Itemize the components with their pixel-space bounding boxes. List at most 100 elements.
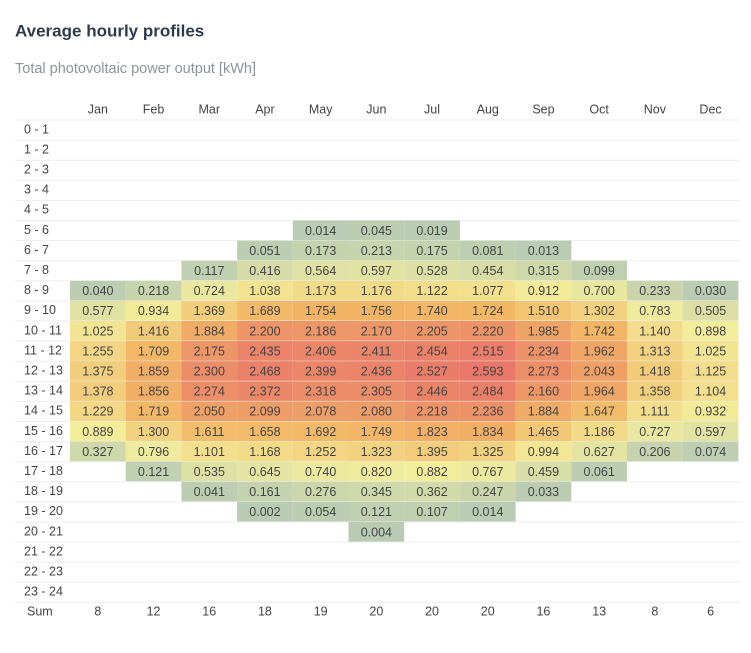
heat-cell: [348, 461, 405, 482]
cell-label: 0.934: [138, 304, 169, 318]
cell-label: 0.175: [416, 244, 447, 258]
cell-label: 0.014: [472, 505, 503, 519]
column-label: Sep: [532, 102, 554, 116]
cell-label: 2.372: [249, 385, 280, 399]
cell-label: 0.416: [249, 264, 280, 278]
cell-label: 0.700: [584, 284, 615, 298]
cell-label: 0.597: [695, 425, 726, 439]
cell-label: 1.884: [194, 324, 225, 338]
heat-cell: [292, 381, 349, 402]
heat-cell: [237, 461, 293, 482]
cell-label: 2.078: [305, 405, 336, 419]
heat-cell: [348, 501, 405, 522]
heat-cell: [70, 341, 126, 362]
heat-cell: [292, 421, 349, 442]
row-label: 15 - 16: [24, 424, 63, 438]
cell-label: 1.754: [305, 304, 336, 318]
heat-cell: [459, 260, 516, 281]
heat-cell: [571, 441, 627, 462]
heat-cell: [348, 300, 405, 321]
heat-cell: [292, 501, 349, 522]
sum-value: 16: [202, 605, 216, 619]
heat-cell: [292, 321, 349, 342]
cell-label: 0.740: [305, 465, 336, 479]
heat-cell: [292, 341, 349, 362]
heat-cell: [459, 421, 516, 442]
cell-label: 0.889: [82, 425, 113, 439]
cell-label: 0.206: [639, 445, 670, 459]
heat-cell: [459, 361, 516, 382]
cell-label: 2.406: [305, 344, 336, 358]
sum-value: 19: [314, 605, 328, 619]
cell-label: 1.834: [472, 425, 503, 439]
sum-value: 12: [147, 605, 161, 619]
cell-label: 1.724: [472, 304, 503, 318]
cell-label: 1.140: [639, 324, 670, 338]
row-label: 11 - 12: [24, 343, 62, 357]
cell-label: 0.783: [639, 304, 670, 318]
cell-label: 0.014: [305, 224, 336, 238]
cell-label: 1.125: [695, 365, 726, 379]
heat-cell: [237, 240, 293, 261]
sum-value: 18: [258, 605, 272, 619]
heat-cell: [125, 421, 182, 442]
sum-value: 16: [536, 605, 550, 619]
sum-value: 20: [481, 605, 495, 619]
heat-cell: [292, 280, 349, 301]
heat-cell: [571, 401, 627, 422]
heat-cell: [348, 522, 405, 543]
cell-label: 0.099: [584, 264, 615, 278]
cell-label: 2.484: [472, 385, 503, 399]
column-label: Jul: [424, 102, 440, 116]
cell-label: 1.510: [528, 304, 559, 318]
heat-cell: [70, 401, 126, 422]
heat-cell: [237, 300, 293, 321]
heat-cell: [682, 381, 739, 402]
cell-label: 0.117: [194, 264, 224, 278]
heat-cell: [404, 501, 460, 522]
heat-cell: [237, 381, 293, 402]
cell-label: 1.111: [640, 405, 669, 419]
cell-label: 1.611: [194, 425, 224, 439]
cell-label: 2.318: [305, 385, 336, 399]
heat-cell: [627, 381, 683, 402]
cell-label: 0.645: [249, 465, 280, 479]
cell-label: 1.313: [639, 344, 670, 358]
heat-cell: [627, 280, 683, 301]
heat-cell: [682, 341, 739, 362]
cell-label: 1.173: [305, 284, 336, 298]
cell-label: 2.305: [361, 385, 392, 399]
cell-label: 0.882: [416, 465, 447, 479]
heat-cell: [70, 300, 126, 321]
cell-label: 1.122: [416, 284, 447, 298]
cell-label: 0.727: [639, 425, 670, 439]
cell-label: 2.160: [528, 385, 559, 399]
heat-cell: [682, 421, 739, 442]
heat-cell: [404, 300, 460, 321]
cell-label: 1.038: [249, 284, 280, 298]
cell-label: 0.013: [528, 244, 559, 258]
cell-label: 0.564: [305, 264, 336, 278]
cell-label: 1.647: [584, 405, 615, 419]
cell-label: 1.025: [82, 324, 113, 338]
cell-label: 0.040: [82, 284, 113, 298]
heat-cell: [292, 461, 349, 482]
heat-cell: [404, 240, 460, 261]
heat-cell: [515, 421, 572, 442]
cell-label: 0.074: [695, 445, 726, 459]
cell-label: 2.080: [361, 405, 392, 419]
heat-cell: [237, 260, 293, 281]
cell-label: 1.689: [249, 304, 280, 318]
row-label: 13 - 14: [24, 384, 63, 398]
column-label: Jan: [88, 102, 108, 116]
cell-label: 0.161: [249, 485, 280, 499]
cell-label: 0.004: [361, 525, 392, 539]
cell-label: 1.369: [194, 304, 225, 318]
heat-cell: [459, 381, 516, 402]
row-label: 22 - 23: [24, 565, 63, 579]
row-label: 18 - 19: [24, 484, 63, 498]
cell-label: 1.962: [584, 344, 615, 358]
row-label: 16 - 17: [24, 444, 63, 458]
heat-cell: [515, 361, 572, 382]
heat-cell: [181, 461, 238, 482]
